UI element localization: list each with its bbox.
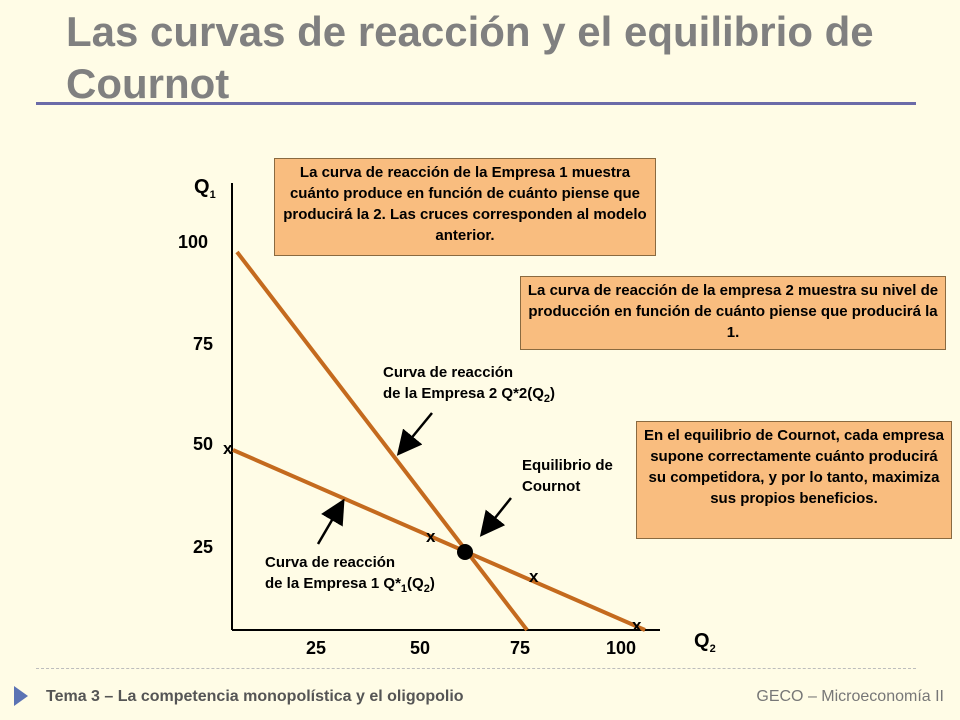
footer-arrow-icon: [14, 686, 28, 706]
footer-divider: [36, 668, 916, 669]
curve1-label-line1: Curva de reacción: [265, 554, 396, 571]
curve1-label: Curva de reacción de la Empresa 1 Q*1(Q2…: [265, 552, 435, 600]
cross-mark: x: [529, 567, 539, 586]
x-tick-75: 75: [510, 638, 531, 658]
footer-course-name: GECO – Microeconomía II: [756, 688, 944, 705]
equilibrium-pointer-arrow: [479, 497, 512, 537]
curve2-label-line2: de la Empresa 2 Q*2(Q2): [383, 385, 556, 405]
x-tick-50: 50: [410, 638, 431, 658]
cross-mark: x: [223, 439, 233, 458]
curve1-pointer-arrow: [316, 498, 345, 545]
firm2-explanation-box: La curva de reacción de la empresa 2 mue…: [520, 276, 946, 350]
equilibrium-label-line2: Cournot: [522, 478, 581, 495]
y-tick-100: 100: [178, 232, 209, 252]
cross-mark: x: [632, 616, 642, 635]
firm1-reaction-curve: [232, 448, 646, 632]
curve2-pointer-arrow: [396, 412, 433, 456]
curve2-label-line1: Curva de reacción: [383, 364, 514, 381]
y-tick-75: 75: [193, 334, 214, 354]
y-tick-25: 25: [193, 537, 214, 557]
x-tick-25: 25: [306, 638, 327, 658]
title-underline: [36, 102, 916, 105]
curve1-label-line2: de la Empresa 1 Q*1(Q2): [265, 575, 435, 595]
firm1-explanation-box: La curva de reacción de la Empresa 1 mue…: [274, 158, 656, 256]
footer-course-topic: Tema 3 – La competencia monopolística y …: [46, 688, 464, 705]
equilibrium-label-line1: Equilibrio de: [522, 457, 613, 474]
equilibrium-explanation-box: En el equilibrio de Cournot, cada empres…: [636, 421, 952, 539]
x-axis-label: Q2: [694, 630, 716, 655]
slide-title: Las curvas de reacción y el equilibrio d…: [66, 8, 874, 107]
equilibrium-label: Equilibrio de Cournot: [522, 455, 613, 497]
firm2-reaction-curve: [235, 250, 529, 632]
curve2-label: Curva de reacción de la Empresa 2 Q*2(Q2…: [383, 362, 555, 410]
cross-mark: x: [426, 527, 436, 546]
y-tick-50: 50: [193, 434, 214, 454]
cournot-equilibrium-point: [457, 544, 473, 560]
y-axis-label: Q1: [194, 176, 216, 201]
x-tick-100: 100: [606, 638, 637, 658]
